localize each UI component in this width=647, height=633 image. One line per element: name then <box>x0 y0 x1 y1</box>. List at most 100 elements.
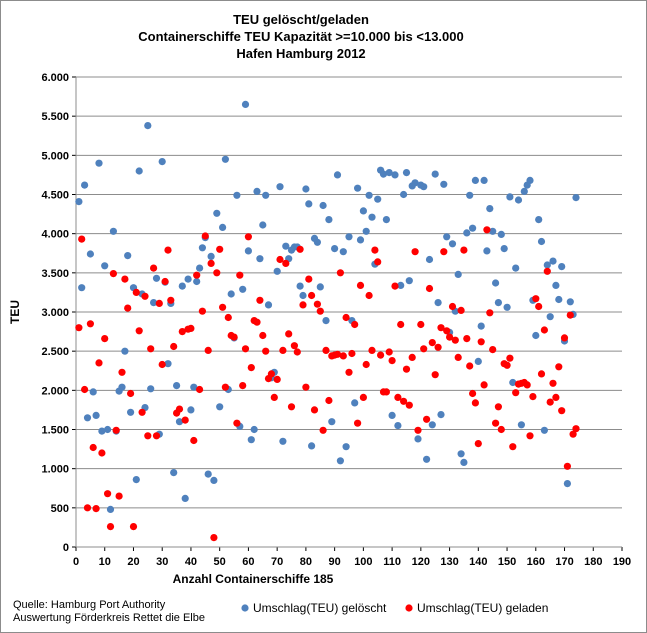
source-line-2: Auswertung Förderkreis Rettet die Elbe <box>13 612 205 624</box>
point-geladen <box>552 393 560 401</box>
point-geloescht <box>282 242 290 250</box>
chart-title-line-1: TEU gelöscht/geladen <box>233 12 369 27</box>
point-geladen <box>368 346 376 354</box>
point-geloescht <box>400 190 408 199</box>
point-geloescht <box>132 476 140 484</box>
point-geloescht <box>233 191 241 199</box>
point-geladen <box>431 371 439 379</box>
point-geladen <box>219 303 227 311</box>
point-geladen <box>302 383 310 391</box>
point-geloescht <box>555 295 563 304</box>
y-tick-label: 6.000 <box>41 72 69 84</box>
point-geladen <box>147 345 155 353</box>
y-tick-label: 5.000 <box>41 150 69 162</box>
point-geladen <box>273 375 281 383</box>
point-geladen <box>460 246 468 254</box>
point-geladen <box>489 346 497 354</box>
point-geladen <box>190 436 198 445</box>
point-geloescht <box>506 193 514 201</box>
point-geloescht <box>104 425 112 434</box>
point-geloescht <box>572 194 580 202</box>
point-geladen <box>529 393 537 401</box>
point-geloescht <box>75 198 83 206</box>
x-tick-label: 120 <box>412 556 430 568</box>
series-geloescht <box>75 100 580 513</box>
point-geloescht <box>227 290 235 298</box>
point-geloescht <box>354 184 362 192</box>
point-geloescht <box>118 383 126 391</box>
point-geloescht <box>181 494 189 502</box>
point-geloescht <box>397 281 405 289</box>
point-geladen <box>558 407 566 415</box>
point-geloescht <box>98 427 106 435</box>
point-geladen <box>241 345 250 353</box>
point-geloescht <box>552 281 560 289</box>
point-geladen <box>316 307 324 315</box>
point-geloescht <box>276 183 284 191</box>
point-geladen <box>348 349 356 358</box>
point-geloescht <box>173 382 181 390</box>
point-geladen <box>161 277 169 286</box>
point-geladen <box>543 267 551 275</box>
point-geladen <box>296 245 304 253</box>
point-geladen <box>89 443 97 452</box>
point-geladen <box>443 327 451 335</box>
point-geladen <box>276 255 284 264</box>
point-geloescht <box>549 257 557 265</box>
point-geloescht <box>359 207 367 215</box>
point-geladen <box>207 259 215 267</box>
point-geladen <box>503 361 511 369</box>
point-geladen <box>262 347 270 355</box>
point-geladen <box>555 363 563 371</box>
point-geloescht <box>109 227 117 235</box>
point-geloescht <box>394 422 402 430</box>
point-geladen <box>167 296 175 304</box>
point-geladen <box>230 333 238 341</box>
point-geladen <box>354 419 362 427</box>
point-geladen <box>115 492 123 500</box>
point-geladen <box>532 295 540 303</box>
point-geladen <box>397 320 405 329</box>
point-geladen <box>201 232 209 240</box>
point-geladen <box>382 388 390 396</box>
point-geladen <box>494 403 502 411</box>
point-geladen <box>451 336 459 344</box>
point-geladen <box>540 326 549 334</box>
point-geladen <box>253 318 261 326</box>
point-geladen <box>106 523 115 531</box>
point-geloescht <box>566 298 574 306</box>
point-geladen <box>563 462 572 470</box>
x-tick-label: 60 <box>242 556 254 568</box>
point-geladen <box>109 270 117 278</box>
y-tick-label: 4.500 <box>41 190 69 202</box>
point-geloescht <box>81 181 89 189</box>
point-geloescht <box>299 291 307 300</box>
point-geladen <box>480 381 488 389</box>
x-tick-label: 130 <box>440 556 458 568</box>
point-geladen <box>178 328 186 336</box>
point-geladen <box>434 343 442 351</box>
point-geladen <box>526 432 534 440</box>
point-geloescht <box>250 425 258 434</box>
point-geladen <box>83 504 92 512</box>
point-geladen <box>310 406 319 414</box>
point-geladen <box>287 403 296 411</box>
y-tick-label: 500 <box>51 503 69 515</box>
point-geladen <box>428 339 436 347</box>
point-geladen <box>463 335 471 343</box>
x-tick-label: 190 <box>613 556 631 568</box>
point-geladen <box>512 389 520 397</box>
x-tick-label: 20 <box>127 556 139 568</box>
point-geloescht <box>342 443 350 451</box>
point-geladen <box>351 320 359 329</box>
point-geloescht <box>382 216 390 224</box>
legend-item-geladen: Umschlag(TEU) geladen <box>405 601 548 615</box>
point-geloescht <box>150 299 158 307</box>
point-geladen <box>164 246 172 254</box>
axes <box>72 76 623 551</box>
point-geloescht <box>463 229 471 237</box>
point-geloescht <box>92 411 100 419</box>
point-geloescht <box>152 274 161 282</box>
point-geladen <box>305 275 313 283</box>
point-geladen <box>104 490 112 498</box>
